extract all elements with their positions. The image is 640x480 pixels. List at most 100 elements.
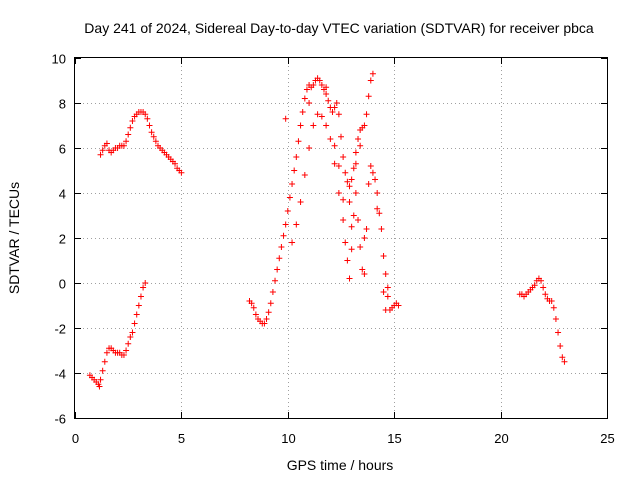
data-point: [293, 221, 300, 228]
data-point: [125, 131, 132, 138]
data-point: [323, 122, 330, 129]
plot-frame: [74, 57, 608, 419]
data-point: [350, 165, 357, 172]
data-point: [342, 169, 349, 176]
data-point: [346, 199, 353, 205]
y-tick-label: 6: [59, 142, 66, 157]
data-point: [142, 111, 149, 118]
data-point: [123, 347, 130, 354]
data-point: [555, 329, 562, 336]
y-tick-label: -4: [54, 367, 66, 382]
data-point: [331, 104, 338, 111]
data-point: [340, 154, 347, 160]
data-point: [101, 358, 108, 365]
data-point: [323, 91, 330, 97]
data-point: [376, 210, 383, 217]
data-point: [542, 291, 549, 298]
data-point: [327, 136, 334, 142]
grid-lines: [75, 58, 607, 418]
x-tick-label: 10: [281, 431, 295, 446]
data-point: [380, 289, 387, 295]
data-points: [86, 70, 568, 390]
data-point: [333, 100, 340, 106]
data-point: [146, 122, 153, 129]
data-point: [380, 253, 387, 259]
data-point: [382, 271, 389, 277]
data-point: [293, 154, 300, 160]
data-point: [559, 354, 566, 361]
data-point: [276, 255, 283, 262]
data-point: [123, 138, 130, 145]
data-point: [352, 149, 359, 156]
data-point: [531, 282, 538, 289]
data-point: [344, 257, 351, 264]
data-point: [142, 280, 149, 286]
series-segment-3: [246, 70, 402, 327]
data-point: [97, 151, 104, 158]
data-point: [540, 284, 547, 291]
data-point: [329, 109, 336, 115]
data-point: [361, 235, 368, 241]
x-tick-label: 25: [600, 431, 614, 446]
data-point: [284, 208, 291, 214]
data-point: [120, 352, 127, 358]
data-point: [331, 160, 338, 167]
data-point: [250, 304, 257, 311]
data-point: [382, 307, 389, 313]
data-point: [297, 122, 304, 129]
data-point: [384, 284, 391, 291]
data-point: [348, 176, 355, 183]
data-point: [357, 244, 364, 250]
data-point: [269, 289, 276, 295]
data-point: [338, 133, 344, 140]
data-point: [335, 163, 342, 169]
data-point: [137, 293, 144, 300]
data-point: [103, 349, 110, 356]
data-point: [538, 277, 545, 284]
data-point: [395, 302, 402, 309]
y-tick-label: 8: [59, 97, 66, 112]
data-point: [318, 113, 325, 120]
data-point: [323, 84, 330, 91]
data-point: [301, 172, 308, 178]
series-segment-1: [97, 109, 185, 176]
data-point: [99, 367, 106, 374]
y-tick-labels: -6 -4 -2 0 2 4 6 8 10: [52, 52, 66, 427]
data-point: [129, 329, 136, 336]
data-point: [263, 316, 270, 322]
data-point: [365, 181, 372, 187]
data-point: [127, 334, 134, 340]
data-point: [552, 316, 559, 322]
data-point: [278, 244, 285, 250]
data-point: [127, 124, 134, 131]
data-point: [550, 304, 557, 311]
data-point: [361, 271, 368, 277]
data-point: [342, 239, 349, 246]
data-point: [297, 199, 304, 205]
data-point: [369, 70, 376, 77]
data-point: [272, 277, 279, 284]
data-point: [131, 320, 138, 327]
data-point: [355, 136, 362, 142]
data-point: [125, 340, 132, 347]
chart-title: Day 241 of 2024, Sidereal Day-to-day VTE…: [84, 20, 594, 36]
data-point: [325, 97, 332, 104]
data-point: [261, 320, 268, 327]
x-tick-label: 20: [494, 431, 508, 446]
data-point: [346, 275, 353, 282]
data-point: [335, 190, 342, 196]
data-point: [561, 358, 568, 365]
y-tick-label: 0: [59, 277, 66, 292]
data-point: [144, 115, 151, 122]
data-point: [344, 178, 351, 185]
data-point: [291, 167, 298, 174]
data-point: [150, 133, 157, 140]
data-point: [363, 226, 370, 232]
y-axis-label: SDTVAR / TECUs: [6, 182, 22, 294]
y-tick-label: 2: [59, 232, 66, 247]
data-point: [557, 343, 564, 349]
data-point: [148, 129, 155, 136]
data-point: [318, 82, 325, 88]
data-point: [133, 311, 140, 318]
